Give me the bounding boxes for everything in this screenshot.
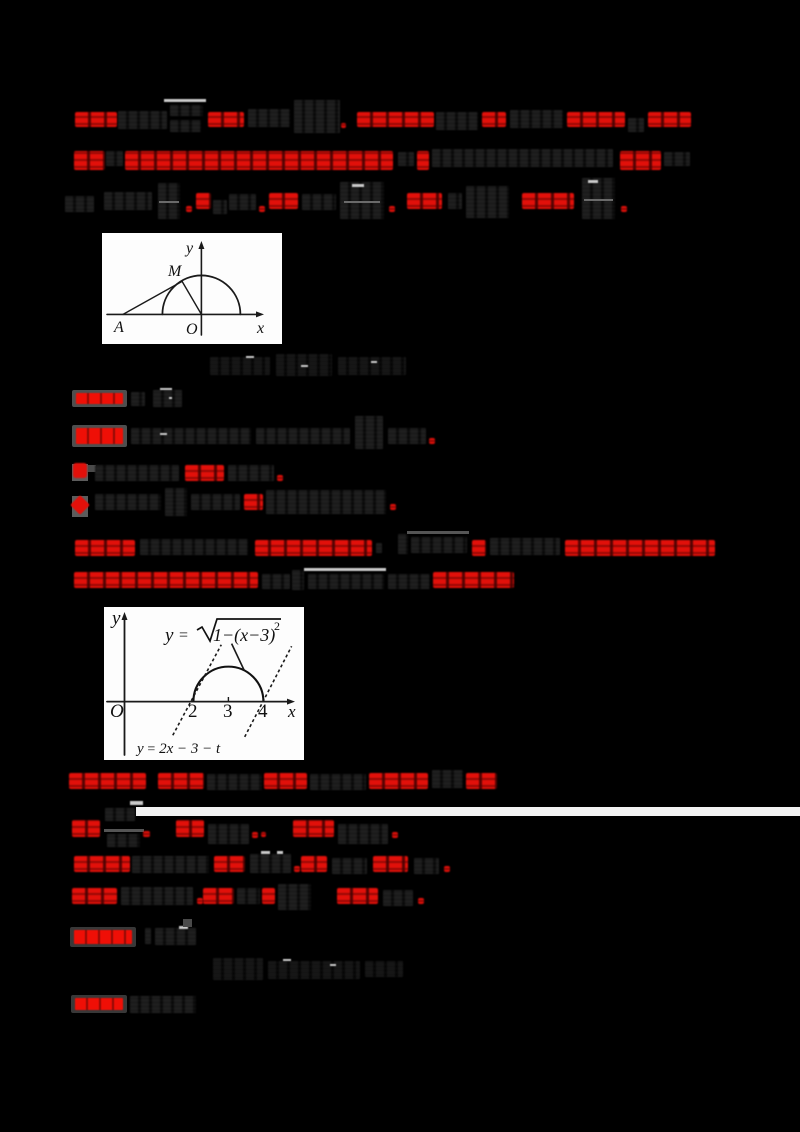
svg-text:y: y	[110, 608, 121, 629]
svg-text:M: M	[167, 263, 183, 280]
svg-text:O: O	[110, 701, 124, 722]
svg-text:x: x	[256, 320, 264, 337]
svg-text:=: =	[179, 627, 188, 644]
svg-text:x: x	[287, 702, 296, 721]
svg-text:4: 4	[258, 701, 268, 722]
svg-text:y: y	[184, 240, 194, 257]
svg-text:O: O	[186, 321, 198, 338]
svg-text:y: y	[163, 625, 174, 646]
svg-text:3: 3	[223, 701, 233, 722]
svg-text:y = 2x − 3 − t: y = 2x − 3 − t	[135, 741, 221, 757]
svg-text:A: A	[113, 319, 124, 336]
svg-text:2: 2	[274, 619, 280, 633]
svg-text:1−(x−3): 1−(x−3)	[213, 625, 275, 646]
svg-text:2: 2	[188, 701, 198, 722]
